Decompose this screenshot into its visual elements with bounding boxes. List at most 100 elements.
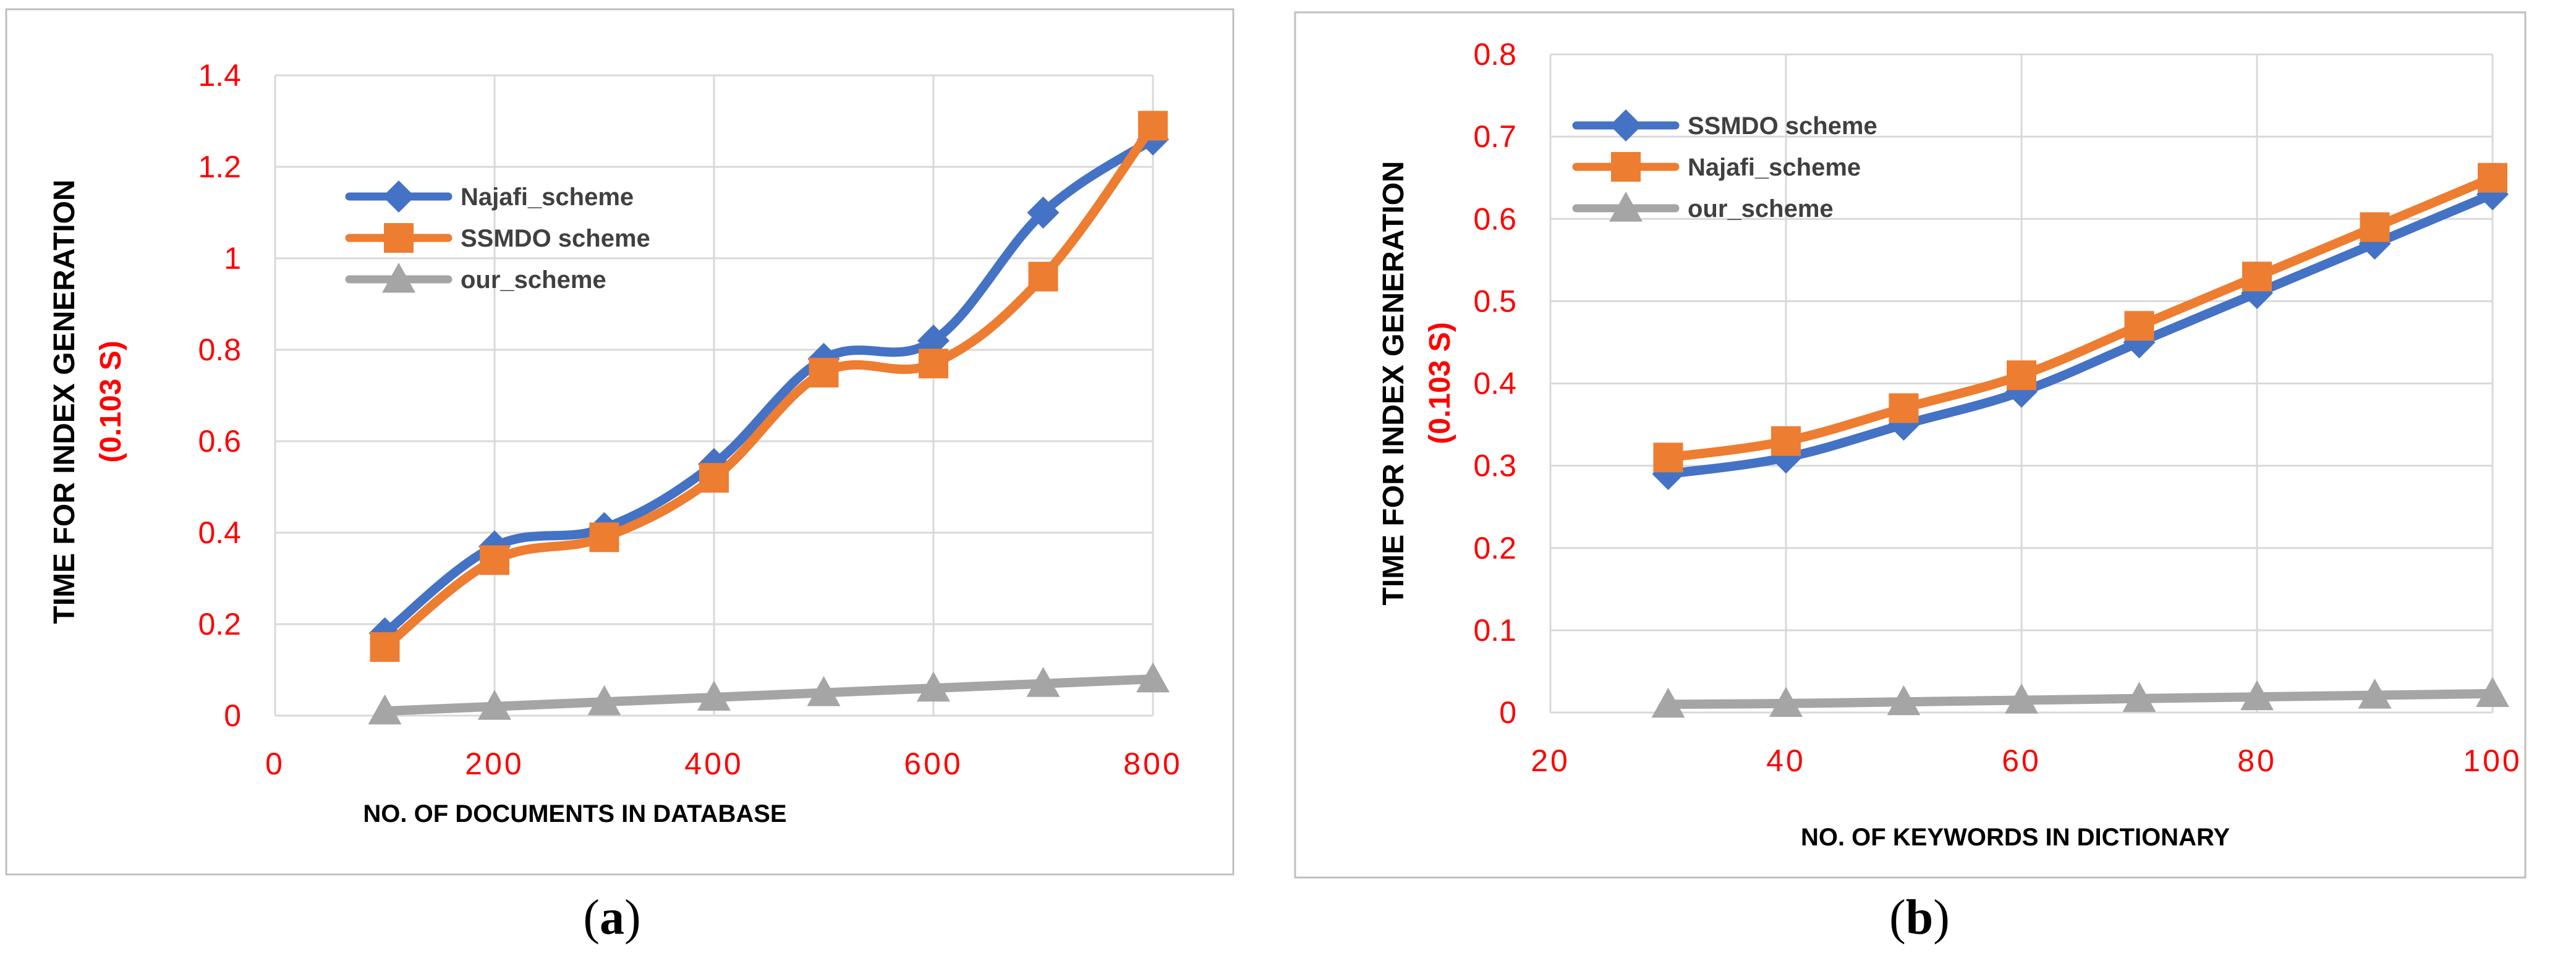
data-point [1769, 687, 1803, 717]
series-line [1664, 189, 2497, 479]
y-tick-label: 0.8 [198, 332, 241, 367]
chart-a: 0 0.2 0.4 0.6 0.8 1 1.2 1.4 0 200 400 600 800 TIME FO… [5, 8, 1235, 876]
data-point [1653, 442, 1683, 473]
chart-panel-a: 0 0.2 0.4 0.6 0.8 1 1.2 1.4 0 200 400 600 800 TIME FO… [0, 0, 1236, 969]
legend-label: Najafi_scheme [461, 184, 634, 211]
chart-frame [1294, 11, 2527, 879]
data-point [1138, 111, 1168, 141]
series-ssmdo-scheme [370, 111, 1168, 662]
data-point [1026, 667, 1060, 697]
y-tick-label: 0.4 [198, 515, 241, 550]
y-tick-label: 1.2 [198, 150, 241, 184]
series-our-scheme [1651, 677, 2509, 718]
legend-label: Najafi_scheme [1688, 154, 1861, 181]
data-point [1027, 197, 1060, 229]
legend-label: our_scheme [461, 266, 606, 294]
legend-marker [382, 263, 415, 293]
series-najafi-scheme [1653, 163, 2507, 473]
data-point [2007, 360, 2036, 391]
data-point [1887, 685, 1921, 716]
data-point [2240, 680, 2274, 711]
data-point [587, 685, 621, 716]
y-tick-label: 1.4 [198, 58, 241, 93]
legend-item: our_scheme [1572, 192, 1834, 222]
legend-marker [1610, 109, 1642, 142]
data-point [1136, 662, 1170, 693]
y-axis-subtitle: (0.103 S) [95, 341, 127, 462]
data-point [2478, 163, 2507, 193]
x-tick-label: 100 [2463, 743, 2522, 778]
x-tick-label: 80 [2237, 743, 2277, 778]
legend: SSMDO scheme Najafi_scheme our_scheme [1572, 109, 1877, 222]
x-tick-label: 800 [1123, 747, 1182, 781]
y-axis-title: TIME FOR INDEX GENERATION [48, 179, 81, 624]
x-tick-label: 400 [684, 747, 743, 781]
chart-panel-b: 0 0.1 0.2 0.3 0.4 0.5 0.6 0.7 0.8 20 40 60 80 100 TIME… [1292, 0, 2528, 969]
y-tick-label: 0.2 [198, 607, 241, 641]
series-our-scheme [368, 662, 1170, 725]
x-tick-label: 60 [2002, 743, 2041, 778]
data-point [1771, 426, 1801, 456]
legend-item: SSMDO scheme [345, 223, 650, 253]
y-tick-label: 1 [224, 241, 241, 276]
legend: Najafi_scheme SSMDO scheme our_scheme [345, 180, 650, 294]
series-line [1664, 688, 2497, 709]
x-tick-label: 20 [1531, 743, 1570, 778]
data-point [589, 522, 619, 552]
legend-item: Najafi_scheme [1572, 152, 1861, 182]
y-tick-label: 0.7 [1473, 119, 1516, 154]
x-axis-title: NO. OF KEYWORDS IN DICTIONARY [1801, 824, 2230, 851]
y-tick-label: 0.5 [1473, 284, 1516, 318]
data-point [809, 358, 839, 387]
data-point [2360, 212, 2390, 242]
data-point [2358, 679, 2392, 709]
legend-marker [1609, 192, 1643, 222]
legend-item: our_scheme [345, 263, 606, 294]
data-point [917, 671, 950, 702]
y-tick-label: 0.2 [1473, 531, 1516, 565]
legend-marker [383, 180, 415, 213]
data-point [2124, 311, 2154, 341]
sublabel-a: (a) [583, 891, 641, 945]
legend-marker [1611, 152, 1641, 182]
legend-item: Najafi_scheme [345, 180, 634, 213]
y-tick-label: 0.6 [198, 424, 241, 459]
data-point [807, 676, 841, 706]
chart-b: 0 0.1 0.2 0.3 0.4 0.5 0.6 0.7 0.8 20 40 60 80 100 TIME… [1294, 11, 2527, 879]
x-axis-title: NO. OF DOCUMENTS IN DATABASE [363, 800, 786, 827]
y-axis-subtitle: (0.103 S) [1424, 322, 1456, 444]
data-point [2242, 261, 2272, 292]
y-axis-title: TIME FOR INDEX GENERATION [1377, 161, 1410, 605]
data-point [1651, 687, 1685, 718]
y-tick-label: 0.8 [1473, 37, 1516, 72]
legend-label: SSMDO scheme [461, 225, 650, 252]
data-point [2005, 683, 2038, 714]
data-point [919, 349, 948, 379]
data-point [368, 694, 402, 725]
y-tick-label: 0.6 [1473, 201, 1516, 236]
data-point [697, 680, 731, 711]
y-tick-label: 0.4 [1473, 366, 1516, 401]
x-tick-label: 40 [1766, 743, 1806, 778]
data-point [478, 690, 511, 720]
y-tick-label: 0.1 [1473, 613, 1516, 648]
legend-item: SSMDO scheme [1572, 109, 1877, 142]
x-tick-label: 600 [904, 747, 963, 781]
series-line [380, 674, 1158, 716]
x-tick-label: 200 [465, 747, 524, 781]
data-point [480, 545, 509, 575]
x-tick-label: 0 [265, 747, 285, 781]
data-point [370, 632, 400, 662]
legend-label: our_scheme [1688, 195, 1834, 222]
y-tick-label: 0.3 [1473, 449, 1516, 483]
y-tick-label: 0 [1499, 695, 1516, 730]
data-point [1028, 261, 1058, 292]
legend-label: SSMDO scheme [1688, 112, 1877, 140]
data-point [2122, 682, 2156, 712]
data-point [2476, 677, 2509, 707]
y-tick-label: 0 [224, 698, 241, 733]
data-point [1889, 393, 1919, 423]
legend-marker [384, 223, 414, 253]
sublabel-b: (b) [1889, 891, 1950, 945]
data-point [699, 463, 729, 493]
